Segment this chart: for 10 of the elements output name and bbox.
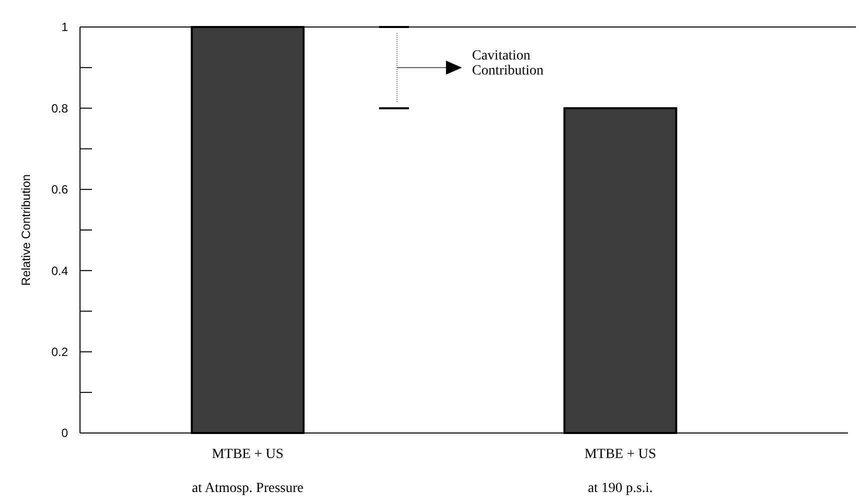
y-tick-label: 0.2 bbox=[51, 345, 68, 359]
category-label: MTBE + US at 190 p.s.i. bbox=[584, 447, 656, 496]
y-tick-label: 0.4 bbox=[51, 264, 68, 278]
category-label: MTBE + US at Atmosp. Pressure bbox=[192, 447, 304, 496]
y-tick-label: 0.6 bbox=[51, 182, 68, 197]
y-tick-label: 0 bbox=[61, 426, 68, 440]
annotation: Cavitation Contribution bbox=[472, 48, 544, 79]
y-tick-label: 1 bbox=[61, 20, 68, 34]
y-axis-title: Relative Contribution bbox=[19, 174, 33, 286]
y-tick-label: 0.8 bbox=[51, 101, 68, 116]
